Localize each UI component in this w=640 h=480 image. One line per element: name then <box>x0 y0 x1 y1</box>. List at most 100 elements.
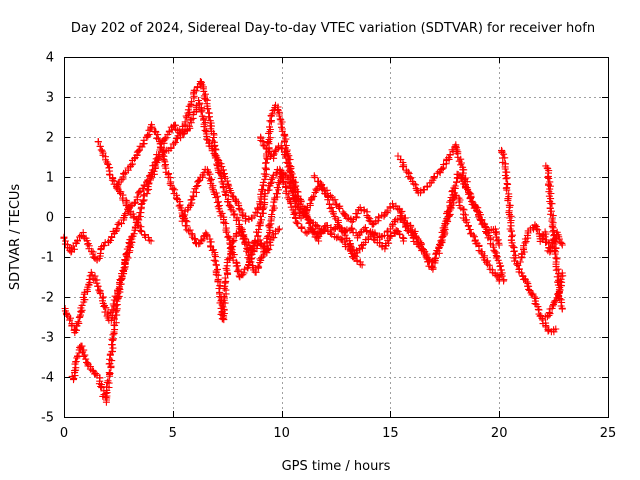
data-point <box>510 248 518 255</box>
data-point <box>134 147 142 155</box>
data-point <box>219 184 227 192</box>
data-point <box>224 181 232 189</box>
data-point <box>94 138 102 146</box>
data-point <box>216 169 224 177</box>
data-point <box>446 151 454 158</box>
y-tick-label: 4 <box>46 51 54 66</box>
data-point <box>195 177 203 185</box>
data-point <box>222 220 230 227</box>
data-point <box>194 84 201 91</box>
data-point <box>385 239 393 247</box>
data-point <box>104 377 112 385</box>
data-point <box>223 177 231 185</box>
series-track-i <box>394 141 503 249</box>
data-point <box>327 226 335 234</box>
data-point <box>201 119 209 126</box>
data-point <box>549 302 557 310</box>
data-point <box>429 264 437 272</box>
data-point <box>545 309 553 317</box>
data-point <box>240 234 248 242</box>
data-point <box>76 313 84 321</box>
data-point <box>496 262 504 270</box>
data-point <box>185 122 193 130</box>
data-point <box>281 138 288 146</box>
data-point <box>391 217 398 225</box>
data-point <box>430 173 438 181</box>
data-point <box>192 183 200 190</box>
data-point <box>396 231 404 239</box>
data-point <box>351 251 358 259</box>
data-point <box>446 198 454 206</box>
data-point <box>531 221 539 229</box>
data-point <box>74 237 81 245</box>
data-point <box>401 214 409 222</box>
data-point <box>386 233 394 240</box>
data-point <box>156 140 164 148</box>
series-track-e <box>113 78 508 285</box>
data-point <box>267 112 275 120</box>
data-point <box>171 139 179 146</box>
data-point <box>144 131 151 139</box>
data-point <box>191 235 199 243</box>
x-tick-label: 15 <box>382 426 399 441</box>
data-point <box>365 217 373 225</box>
data-point <box>294 220 302 228</box>
data-point <box>161 135 169 143</box>
data-point <box>275 112 283 120</box>
data-point <box>205 113 213 121</box>
data-point <box>153 134 161 142</box>
data-point <box>213 154 221 162</box>
data-point <box>188 98 196 106</box>
data-point <box>259 178 267 186</box>
x-tick-label: 5 <box>169 426 177 441</box>
series-track-c <box>94 138 155 245</box>
data-point <box>551 237 559 245</box>
data-point <box>335 203 343 211</box>
data-point <box>192 239 200 246</box>
data-point <box>78 342 86 350</box>
data-point <box>412 233 420 241</box>
data-point <box>554 290 562 298</box>
data-point <box>102 390 110 397</box>
data-point <box>214 192 221 200</box>
data-point <box>383 209 391 217</box>
data-point <box>558 305 566 313</box>
data-point <box>523 278 531 286</box>
series-track-j <box>498 146 560 336</box>
y-tick-label: -4 <box>41 371 54 386</box>
data-point <box>397 209 405 217</box>
data-point <box>542 239 550 246</box>
data-point <box>75 319 83 327</box>
data-point <box>93 279 101 287</box>
data-point <box>493 253 501 260</box>
data-point <box>99 293 107 301</box>
data-point <box>512 254 520 262</box>
data-point <box>212 194 220 202</box>
data-point <box>97 383 105 390</box>
data-point <box>558 269 566 277</box>
data-point <box>166 180 174 188</box>
data-point <box>130 199 138 207</box>
data-point <box>70 245 78 253</box>
data-point <box>278 123 285 131</box>
data-point <box>121 256 129 264</box>
data-point <box>555 235 563 243</box>
series-track-f <box>178 165 408 281</box>
data-point <box>302 212 310 220</box>
y-tick-label: 2 <box>46 131 54 146</box>
data-point <box>498 149 506 157</box>
data-point <box>432 250 440 258</box>
data-point <box>192 188 200 196</box>
data-point <box>86 278 94 286</box>
data-point <box>266 123 273 131</box>
data-point <box>172 194 180 202</box>
data-point <box>298 225 306 232</box>
data-point <box>318 181 326 188</box>
data-point <box>181 118 189 126</box>
data-point <box>84 240 92 248</box>
data-point <box>245 258 253 266</box>
data-point <box>83 358 90 366</box>
data-point <box>462 181 469 188</box>
data-point <box>190 235 198 243</box>
data-point <box>558 241 566 249</box>
